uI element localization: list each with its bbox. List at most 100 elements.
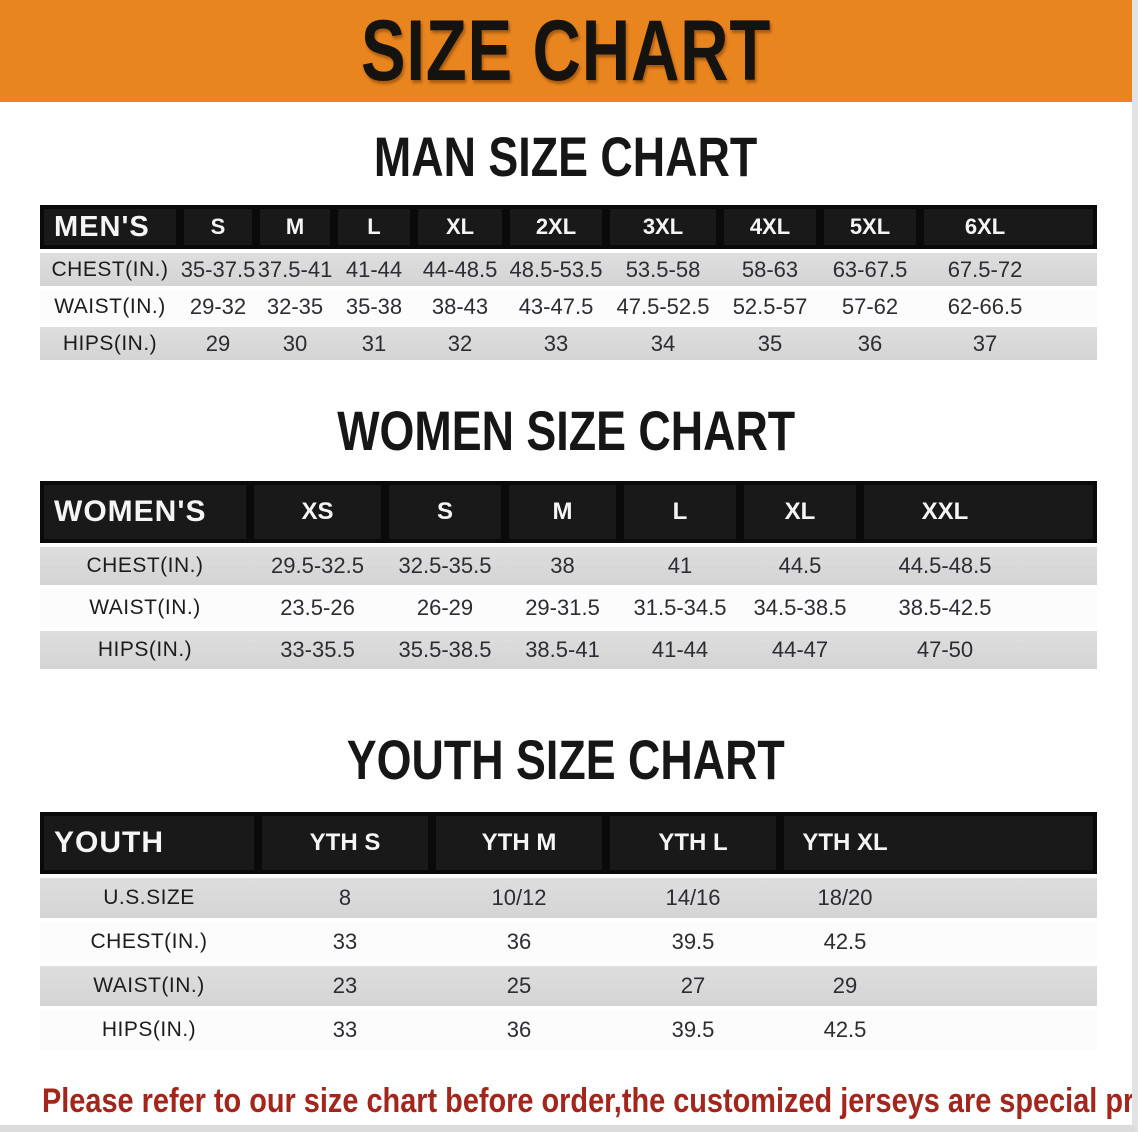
disclaimer-line-1: Please refer to our size chart before or… (42, 1082, 1138, 1120)
men-value-cell: 32 (414, 327, 506, 360)
men-measure-row: CHEST(IN.) 35-37.5 37.5-41 41-44 44-48.5 48.5… (40, 253, 1097, 286)
men-header-row: MEN'S S M L XL 2XL 3XL 4XL 5XL 6XL (40, 205, 1097, 249)
men-size-col-s: S (180, 205, 256, 249)
disclaimer-line-2: we don't accept cancel, change, teturn o… (42, 1124, 969, 1125)
men-value-cell: 34 (606, 327, 720, 360)
men-size-col-2xl: 2XL (506, 205, 606, 249)
order-disclaimer: Please refer to our size chart before or… (42, 1078, 1138, 1125)
men-value-cell: 43-47.5 (506, 290, 606, 323)
women-value-cell: 31.5-34.5 (620, 589, 740, 627)
men-value-cell: 35 (720, 327, 820, 360)
men-value-cell: 32-35 (256, 290, 334, 323)
size-chart-banner: SIZE CHART (0, 0, 1132, 102)
youth-value-cell: 23 (258, 966, 432, 1006)
men-value-cell: 67.5-72 (920, 253, 1097, 286)
youth-value-cell: 36 (432, 922, 606, 962)
youth-value-cell: 42.5 (780, 1010, 1097, 1050)
youth-value-cell: 10/12 (432, 878, 606, 918)
men-row-label: HIPS(IN.) (40, 327, 180, 360)
men-value-cell: 29-32 (180, 290, 256, 323)
youth-measure-row: U.S.SIZE 8 10/12 14/16 18/20 (40, 878, 1097, 918)
women-value-cell: 35.5-38.5 (385, 631, 505, 669)
women-value-cell: 38.5-41 (505, 631, 620, 669)
women-group-label: WOMEN'S (40, 481, 250, 543)
men-size-table: MEN'S S M L XL 2XL 3XL 4XL 5XL 6XL CHEST(IN.) 35-37… (40, 201, 1097, 364)
women-size-section: WOMEN SIZE CHART WOMEN'S XS S M L XL XXL CHEST(… (0, 398, 1132, 673)
men-value-cell: 57-62 (820, 290, 920, 323)
men-size-col-6xl: 6XL (920, 205, 1097, 249)
men-value-cell: 44-48.5 (414, 253, 506, 286)
men-measure-row: WAIST(IN.) 29-32 32-35 35-38 38-43 43-47.5 47.… (40, 290, 1097, 323)
men-size-col-xl: XL (414, 205, 506, 249)
women-row-label: CHEST(IN.) (40, 547, 250, 585)
men-value-cell: 58-63 (720, 253, 820, 286)
youth-value-cell: 25 (432, 966, 606, 1006)
youth-size-col-yth-xl: YTH XL (780, 812, 1097, 874)
women-value-cell: 41-44 (620, 631, 740, 669)
women-size-col-m: M (505, 481, 620, 543)
youth-value-cell: 8 (258, 878, 432, 918)
youth-section-title: YOUTH SIZE CHART (0, 727, 1132, 792)
youth-value-cell: 39.5 (606, 922, 780, 962)
youth-measure-row: HIPS(IN.) 33 36 39.5 42.5 (40, 1010, 1097, 1050)
men-row-label: WAIST(IN.) (40, 290, 180, 323)
men-value-cell: 37 (920, 327, 1097, 360)
youth-measure-row: CHEST(IN.) 33 36 39.5 42.5 (40, 922, 1097, 962)
youth-value-cell: 27 (606, 966, 780, 1006)
youth-size-table: YOUTH YTH S YTH M YTH L YTH XL U.S.SIZE 8 10/12… (40, 808, 1097, 1054)
men-value-cell: 48.5-53.5 (506, 253, 606, 286)
youth-measure-row: WAIST(IN.) 23 25 27 29 (40, 966, 1097, 1006)
women-value-cell: 44.5 (740, 547, 860, 585)
women-header-row: WOMEN'S XS S M L XL XXL (40, 481, 1097, 543)
men-value-cell: 30 (256, 327, 334, 360)
men-value-cell: 41-44 (334, 253, 414, 286)
women-section-title: WOMEN SIZE CHART (0, 398, 1132, 463)
women-value-cell: 32.5-35.5 (385, 547, 505, 585)
men-value-cell: 29 (180, 327, 256, 360)
men-value-cell: 53.5-58 (606, 253, 720, 286)
women-row-label: HIPS(IN.) (40, 631, 250, 669)
women-size-col-s: S (385, 481, 505, 543)
men-size-col-m: M (256, 205, 334, 249)
men-value-cell: 31 (334, 327, 414, 360)
men-value-cell: 52.5-57 (720, 290, 820, 323)
youth-value-cell: 36 (432, 1010, 606, 1050)
women-measure-row: HIPS(IN.) 33-35.5 35.5-38.5 38.5-41 41-44 44-… (40, 631, 1097, 669)
women-value-cell: 33-35.5 (250, 631, 385, 669)
men-size-col-3xl: 3XL (606, 205, 720, 249)
men-value-cell: 33 (506, 327, 606, 360)
women-value-cell: 44.5-48.5 (860, 547, 1097, 585)
men-size-col-4xl: 4XL (720, 205, 820, 249)
women-value-cell: 26-29 (385, 589, 505, 627)
youth-size-section: YOUTH SIZE CHART YOUTH YTH S YTH M YTH L YTH… (0, 727, 1132, 1054)
women-section-title-text: WOMEN SIZE CHART (337, 399, 795, 462)
youth-value-cell: 33 (258, 922, 432, 962)
youth-value-cell: 29 (780, 966, 1097, 1006)
men-value-cell: 35-37.5 (180, 253, 256, 286)
women-value-cell: 47-50 (860, 631, 1097, 669)
youth-value-cell: 42.5 (780, 922, 1097, 962)
men-section-title: MAN SIZE CHART (0, 124, 1132, 189)
women-value-cell: 38 (505, 547, 620, 585)
men-measure-row: HIPS(IN.) 29 30 31 32 33 34 35 36 37 (40, 327, 1097, 360)
youth-value-cell: 33 (258, 1010, 432, 1050)
women-row-label: WAIST(IN.) (40, 589, 250, 627)
youth-row-label: WAIST(IN.) (40, 966, 258, 1006)
women-value-cell: 29-31.5 (505, 589, 620, 627)
men-value-cell: 47.5-52.5 (606, 290, 720, 323)
women-size-col-l: L (620, 481, 740, 543)
men-size-section: MAN SIZE CHART MEN'S S M L XL 2XL 3XL 4XL 5XL 6XL… (0, 124, 1132, 364)
men-row-label: CHEST(IN.) (40, 253, 180, 286)
youth-value-cell: 14/16 (606, 878, 780, 918)
men-value-cell: 38-43 (414, 290, 506, 323)
youth-section-title-text: YOUTH SIZE CHART (346, 728, 786, 791)
youth-size-col-yth-l: YTH L (606, 812, 780, 874)
youth-value-cell: 39.5 (606, 1010, 780, 1050)
women-value-cell: 41 (620, 547, 740, 585)
youth-row-label: CHEST(IN.) (40, 922, 258, 962)
men-value-cell: 35-38 (334, 290, 414, 323)
women-value-cell: 34.5-38.5 (740, 589, 860, 627)
men-value-cell: 62-66.5 (920, 290, 1097, 323)
men-value-cell: 63-67.5 (820, 253, 920, 286)
